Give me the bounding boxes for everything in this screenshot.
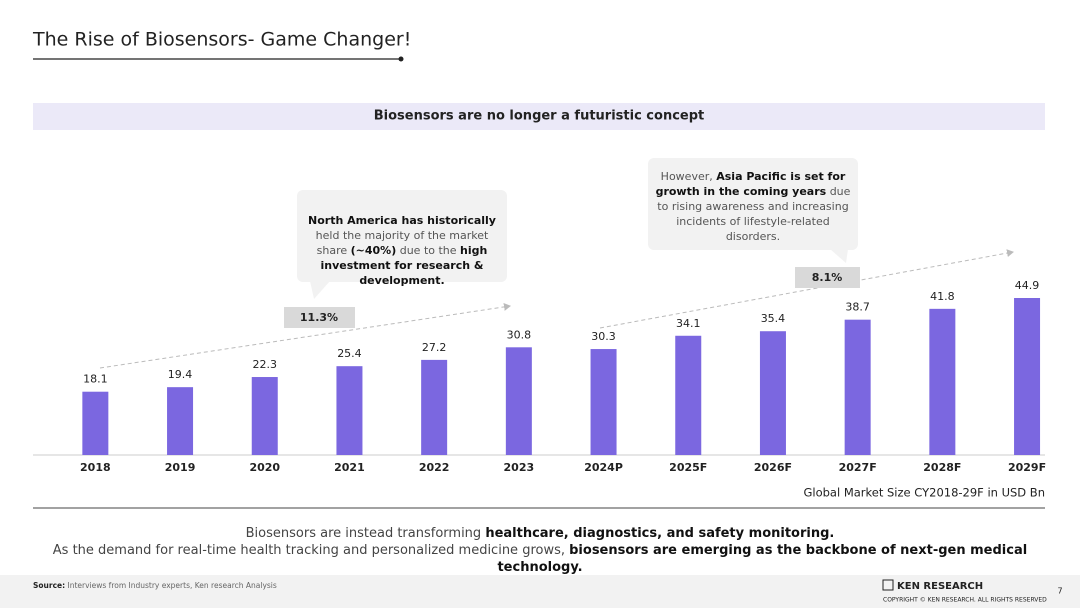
bar [929,308,956,455]
title: The Rise of Biosensors- Game Changer! [32,29,411,51]
value-label: 19.4 [168,368,193,381]
x-tick-label: 2024P [584,461,623,474]
title-dot [398,56,404,62]
growth-box [795,267,860,288]
value-label: 30.8 [507,328,532,341]
bar [336,366,363,455]
summary-line: Biosensors are instead transforming heal… [20,525,1060,542]
logo: KEN RESEARCH [897,581,983,592]
x-tick-label: 2018 [80,461,111,474]
value-label: 35.4 [761,312,786,325]
value-label: 22.3 [253,358,278,371]
x-tick-label: 2019 [165,461,196,474]
page-number: 7 [1057,587,1062,596]
text-segment: due to the [396,244,461,257]
value-label: 41.8 [930,290,955,303]
text-segment: high investment for research & developme… [320,244,488,287]
text-segment: due to rising awareness and increasing i… [657,185,851,243]
text-segment: (~40%) [350,244,397,257]
banner-text: Biosensors are no longer a futuristic co… [374,109,705,124]
bar [421,359,448,455]
value-label: 38.7 [845,301,870,314]
x-tick-label: 2025F [669,461,707,474]
summary-line: As the demand for real-time health track… [20,542,1060,576]
bar [505,347,532,455]
x-tick-label: 2028F [923,461,961,474]
text-segment: held the majority of the market share [315,229,489,257]
value-label: 30.3 [591,330,616,343]
bar [167,387,194,455]
value-label: 34.1 [676,317,701,330]
x-tick-label: 2020 [249,461,280,474]
callout-text: However, Asia Pacific is set for growth … [655,169,851,244]
text-segment: North America has historically [308,214,496,227]
bar [1014,298,1041,455]
bar [675,335,702,455]
value-label: 25.4 [337,347,362,360]
x-tick-label: 2029F [1008,461,1046,474]
footer-band [0,575,1080,608]
text-segment: However, [660,170,717,183]
source: Source: Interviews from Industry experts… [33,581,277,590]
callout-pointer [830,249,848,263]
bar [590,349,617,455]
callout-text: North America has historically held the … [304,213,500,288]
growth-box [284,307,355,328]
axis-caption: Global Market Size CY2018-29F in USD Bn [803,486,1045,500]
copyright: COPYRIGHT © KEN RESEARCH. ALL RIGHTS RES… [883,597,1047,604]
x-tick-label: 2021 [334,461,365,474]
trend-arrow [99,302,511,369]
bar [251,377,278,455]
source-label: Source: [33,581,65,590]
x-tick-label: 2027F [839,461,877,474]
value-label: 27.2 [422,341,447,354]
x-tick-label: 2026F [754,461,792,474]
bar [844,319,871,455]
value-label: 18.1 [83,373,108,386]
logo-icon [882,579,894,591]
banner [33,103,1045,130]
bar [82,391,109,455]
growth-label: 11.3% [300,311,338,324]
callout-box [297,190,507,282]
callout-box [648,158,858,250]
text-segment: Asia Pacific is set for growth in the co… [655,170,846,198]
text-segment: As the demand for real-time health track… [52,543,570,558]
value-label: 44.9 [1015,279,1040,292]
x-tick-label: 2022 [419,461,450,474]
text-segment: biosensors are emerging as the backbone … [497,543,1028,575]
bar [759,331,786,455]
text-segment: healthcare, diagnostics, and safety moni… [485,526,835,541]
callout-pointer [310,281,330,299]
text-segment: Biosensors are instead transforming [245,526,486,541]
x-tick-label: 2023 [504,461,535,474]
source-text: Interviews from Industry experts, Ken re… [68,581,277,590]
growth-label: 8.1% [812,271,843,284]
